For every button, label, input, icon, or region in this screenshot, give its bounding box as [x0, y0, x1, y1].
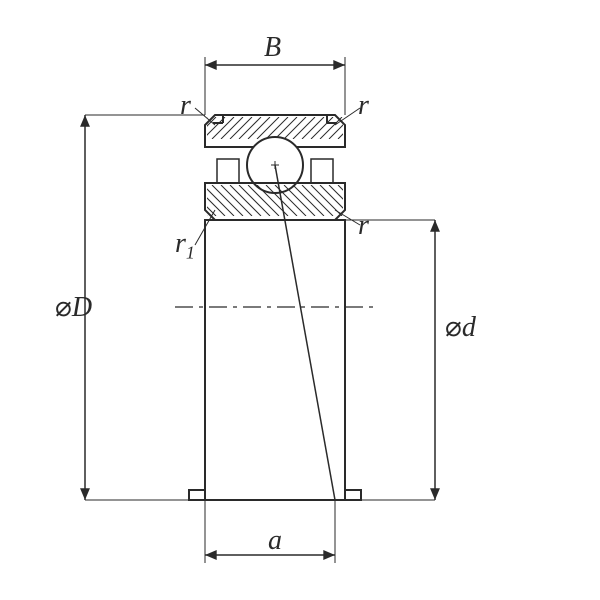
label-r-inner-right: r	[358, 210, 369, 242]
label-D: ⌀D	[55, 290, 92, 324]
label-r1-r: r	[175, 228, 186, 259]
label-r1: r1	[175, 228, 195, 264]
label-d-text: d	[462, 312, 476, 343]
dia-prefix-d: ⌀	[445, 312, 462, 343]
label-r1-sub: 1	[186, 243, 195, 263]
label-r-top-left: r	[180, 90, 191, 122]
label-B: B	[264, 32, 281, 64]
label-d: ⌀d	[445, 310, 476, 344]
label-r-top-right: r	[358, 90, 369, 122]
bearing-cross-section-diagram: { "diagram": { "type": "engineering-cros…	[0, 0, 600, 600]
label-a: a	[268, 525, 282, 557]
label-D-text: D	[72, 292, 92, 323]
dia-prefix-D: ⌀	[55, 292, 72, 323]
